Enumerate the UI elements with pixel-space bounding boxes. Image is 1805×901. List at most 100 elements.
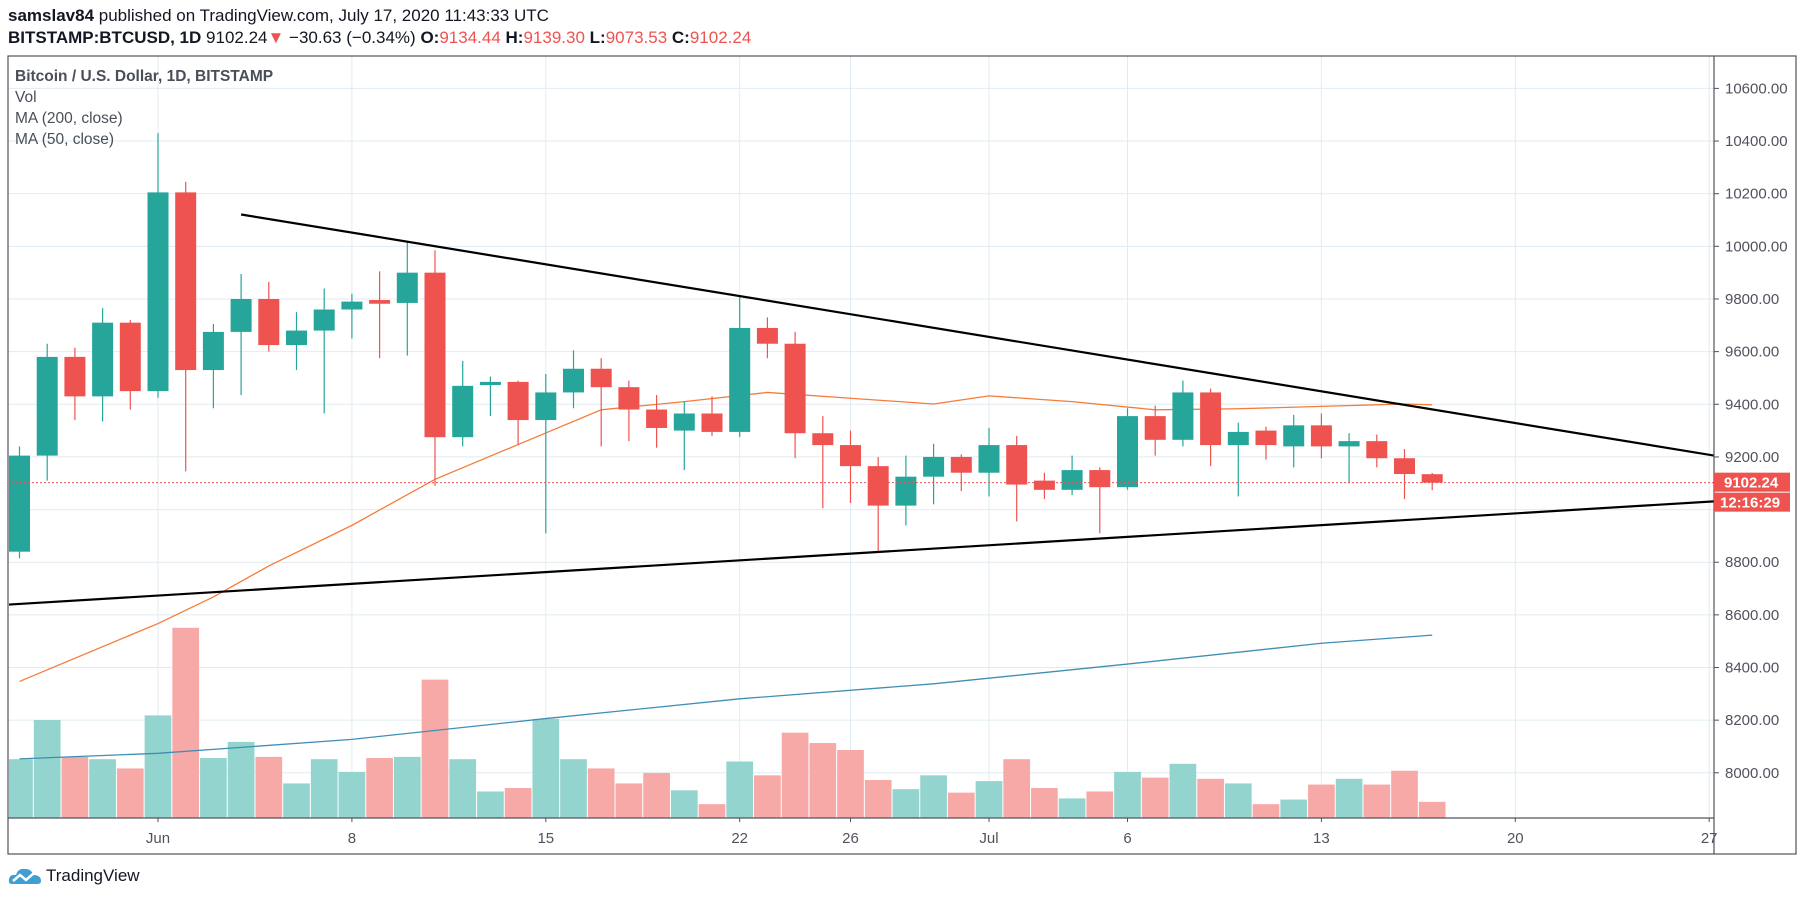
moving-averages (19, 391, 1433, 760)
price-tick-label: 8200.00 (1725, 712, 1779, 729)
legend-ma200[interactable]: MA (200, close) (15, 110, 123, 127)
volume-bar (1003, 759, 1031, 818)
candle-body (563, 368, 584, 393)
volume-bar (1224, 783, 1252, 818)
volume-bar (781, 732, 809, 818)
symbol: BITSTAMP:BTCUSD, 1D (8, 28, 202, 47)
candle-body (313, 309, 335, 331)
volume-bar (1031, 788, 1058, 818)
candle-body (452, 385, 474, 438)
candle-body (92, 322, 114, 397)
volume-bar (9, 759, 33, 818)
volume-bar (255, 756, 283, 818)
candle-body (729, 327, 751, 432)
volume-bar (1058, 798, 1086, 818)
time-tick-label: 6 (1123, 830, 1131, 847)
price-tick-label: 8400.00 (1725, 660, 1779, 677)
lower-trendline[interactable] (0, 500, 1717, 606)
publish-text: published on TradingView.com, July 17, 2… (98, 6, 549, 25)
volume-bar (477, 791, 504, 818)
volume-bar (670, 790, 698, 818)
open-label: O: (420, 28, 440, 47)
chart-frame (7, 55, 1797, 855)
author-name[interactable]: samslav84 (8, 6, 95, 25)
volume-bar (504, 788, 532, 818)
candle-body (1117, 416, 1138, 488)
candle-body (867, 466, 889, 506)
candle-body (507, 381, 529, 421)
volume-bar (532, 718, 560, 818)
upper-trendline[interactable] (240, 213, 1717, 457)
price-tick-label: 8000.00 (1725, 765, 1779, 782)
price-tick-label: 9600.00 (1725, 344, 1779, 361)
candle-body (1255, 430, 1277, 446)
volume-bar (1363, 784, 1391, 818)
candle-body (1006, 445, 1028, 485)
candlestick-series (9, 133, 1714, 559)
legend-vol[interactable]: Vol (15, 89, 37, 106)
volume-bar (1141, 777, 1169, 818)
publish-info: samslav84 published on TradingView.com, … (8, 6, 549, 26)
candle-body (1033, 480, 1055, 490)
candle-body (1366, 441, 1388, 459)
candle-body (341, 301, 363, 310)
candle-body (202, 331, 224, 371)
candle-body (1144, 416, 1166, 440)
legend-ma50[interactable]: MA (50, close) (15, 131, 115, 148)
candle-body (1310, 425, 1332, 447)
price-tick-label: 10200.00 (1725, 186, 1788, 203)
high-label: H: (505, 28, 524, 47)
candle-body (1089, 470, 1111, 488)
volume-bar (116, 768, 144, 818)
volume-bar (1308, 784, 1335, 818)
close-label: C: (671, 28, 690, 47)
logo-text: TradingView (46, 866, 140, 885)
price-tick-label: 8600.00 (1725, 607, 1779, 624)
volume-bar (61, 756, 89, 818)
candle-body (9, 455, 30, 552)
candle-body (1061, 470, 1083, 490)
volume-bar (892, 789, 920, 818)
volume-bar (698, 804, 726, 818)
volume-bar (920, 775, 947, 818)
candle-body (1227, 431, 1249, 446)
high-value: 9139.30 (523, 28, 585, 47)
candle-body (840, 445, 861, 467)
price-tick-label: 10000.00 (1725, 238, 1788, 255)
volume-bar (1252, 804, 1280, 818)
volume-bar (1169, 763, 1197, 818)
volume-bar (726, 761, 754, 818)
last-price-label: 9102.24 (1724, 475, 1779, 492)
price-tick-label: 9800.00 (1725, 291, 1779, 308)
last-price-badge (1714, 472, 1790, 492)
legend-title[interactable]: Bitcoin / U.S. Dollar, 1D, BITSTAMP (15, 68, 274, 85)
volume-bar (809, 743, 837, 818)
tradingview-logo[interactable]: TradingView (8, 866, 140, 886)
countdown-badge (1714, 492, 1790, 512)
volume-bar (200, 758, 227, 818)
trendlines[interactable] (0, 213, 1717, 606)
price-tick-label: 9200.00 (1725, 449, 1779, 466)
volume-bar (864, 779, 892, 818)
candle-body (175, 192, 197, 371)
volume-bar (837, 749, 864, 818)
open-value: 9134.44 (439, 28, 501, 47)
price-tick-label: 10400.00 (1725, 133, 1788, 150)
volume-bar (1197, 778, 1224, 818)
candle-body (1172, 392, 1194, 440)
volume-bar (366, 758, 393, 818)
volume-bar (1391, 770, 1418, 818)
candle-body (756, 327, 778, 344)
time-tick-label: Jun (146, 830, 170, 847)
candle-body (147, 192, 169, 392)
price-change: −30.63 (−0.34%) (289, 28, 416, 47)
volume-bar (421, 679, 449, 818)
candle-body (895, 476, 917, 506)
candle-body (1283, 425, 1305, 447)
price-tick-label: 10600.00 (1725, 80, 1788, 97)
candle-body (1200, 392, 1222, 446)
tradingview-cloud-icon (8, 868, 42, 884)
volume-bar (338, 771, 366, 818)
low-label: L: (589, 28, 606, 47)
